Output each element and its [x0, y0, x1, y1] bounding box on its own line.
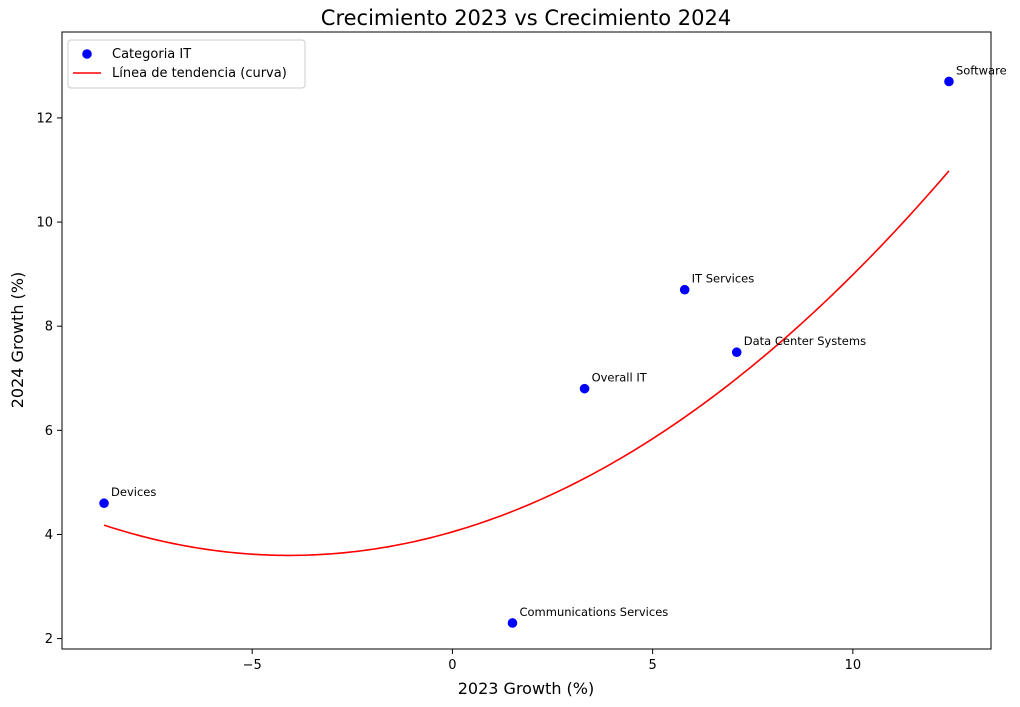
chart-title: Crecimiento 2023 vs Crecimiento 2024 — [321, 6, 731, 30]
scatter-point — [507, 618, 518, 628]
legend-label-trend: Línea de tendencia (curva) — [112, 66, 287, 81]
trend-line-layer — [103, 170, 950, 557]
legend: Categoria IT Línea de tendencia (curva) — [67, 39, 306, 89]
x-tick-label: 0 — [448, 658, 456, 673]
x-tick-label: −5 — [243, 658, 262, 673]
plot-frame — [61, 31, 992, 650]
scatter-point — [731, 347, 742, 358]
legend-marker-scatter — [82, 49, 92, 59]
point-label: IT Services — [692, 272, 755, 286]
point-label: Data Center Systems — [744, 334, 866, 348]
y-tick-label: 6 — [45, 424, 53, 439]
y-tick-label: 10 — [36, 216, 53, 231]
legend-box — [67, 39, 306, 89]
point-label: Overall IT — [592, 371, 648, 385]
y-axis-label: 2024 Growth (%) — [8, 272, 27, 409]
point-label: Devices — [111, 485, 156, 499]
x-axis-label: 2023 Growth (%) — [458, 679, 595, 698]
y-tick-label: 12 — [36, 111, 53, 126]
trend-line — [103, 170, 950, 557]
scatter-point — [679, 284, 690, 295]
scatter-point — [99, 498, 109, 509]
plot-area: Devices Communications Services Overall IT… — [61, 31, 1007, 650]
x-tick-label: 5 — [648, 658, 656, 673]
point-label: Software — [956, 63, 1007, 77]
scatter-point — [579, 383, 590, 394]
scatter-point — [944, 76, 954, 87]
legend-label-scatter: Categoria IT — [112, 47, 191, 62]
y-tick-label: 8 — [45, 320, 53, 335]
scatter-points-layer — [99, 76, 954, 628]
y-axis-ticks: 2 4 6 8 10 12 — [36, 111, 62, 647]
y-tick-label: 4 — [45, 528, 53, 543]
x-axis-ticks: −5 0 5 10 — [243, 649, 862, 673]
point-label: Communications Services — [519, 605, 668, 619]
y-tick-label: 2 — [45, 632, 53, 647]
x-tick-label: 10 — [845, 658, 862, 673]
point-labels-layer: Devices Communications Services Overall IT… — [111, 63, 1007, 619]
